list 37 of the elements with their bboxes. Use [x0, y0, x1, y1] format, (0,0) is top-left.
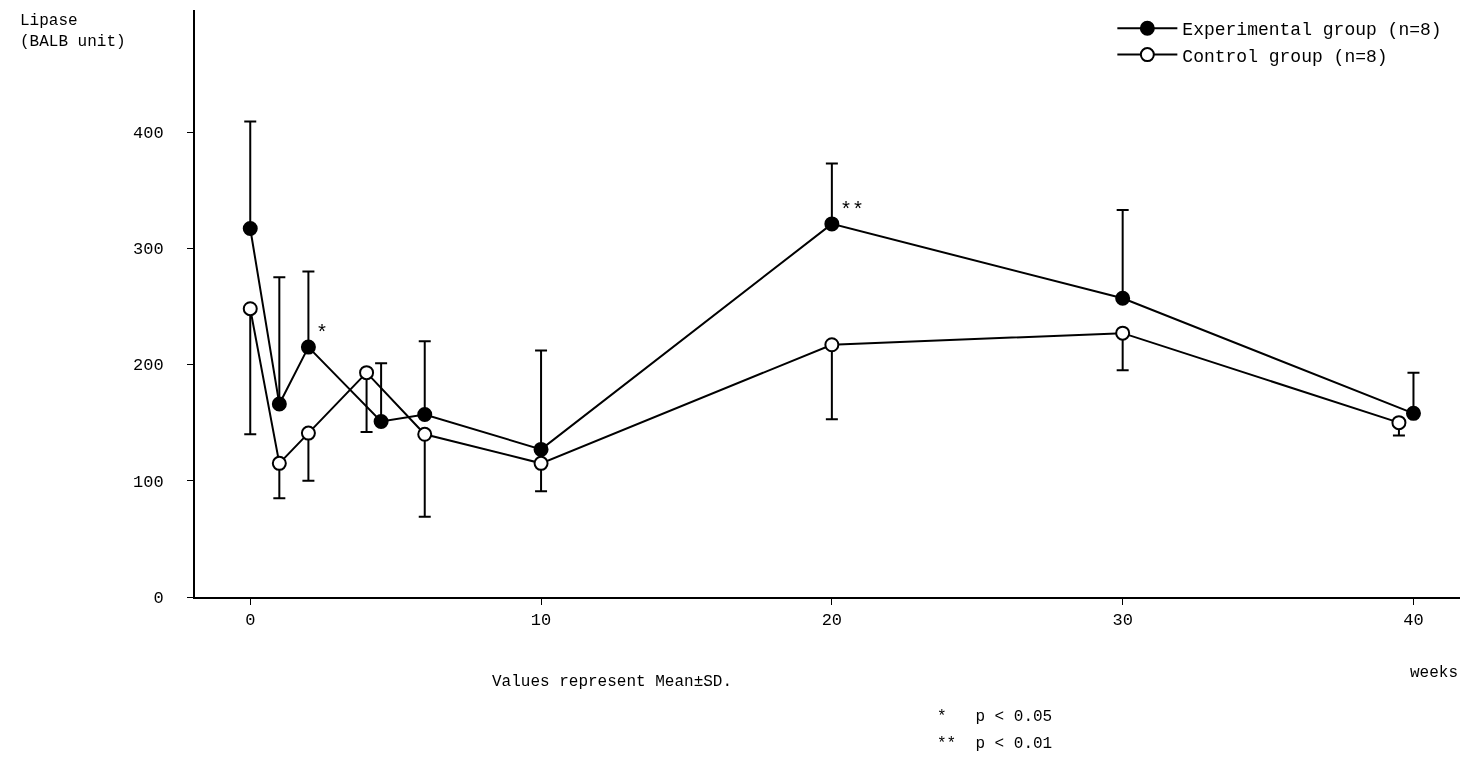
- point: [1115, 325, 1131, 341]
- point: [242, 221, 258, 237]
- x-tick-label: 0: [245, 611, 256, 631]
- legend-label: Experimental group (n=8): [1182, 20, 1442, 41]
- point: [359, 365, 375, 381]
- point: [271, 455, 287, 471]
- point: [300, 339, 316, 355]
- point: [373, 413, 389, 429]
- point: [824, 337, 840, 353]
- annotation: *: [316, 322, 329, 345]
- point: [242, 301, 258, 317]
- text: Values represent Mean±SD.: [492, 673, 733, 691]
- point: [1391, 415, 1407, 431]
- legend-label: Control group (n=8): [1182, 46, 1388, 67]
- x-tick-label: 40: [1403, 611, 1424, 631]
- text: ** p < 0.01: [937, 735, 1053, 753]
- point: [1115, 290, 1131, 306]
- point: [271, 396, 287, 412]
- x-axis-title: weeks: [1410, 664, 1459, 682]
- point: [533, 441, 549, 457]
- y-tick-label: 0: [153, 588, 164, 608]
- y-tick-label: 100: [132, 472, 164, 492]
- point: [417, 426, 433, 442]
- y-tick-label: 200: [132, 356, 164, 376]
- x-tick-label: 30: [1112, 611, 1133, 631]
- x-tick-label: 20: [821, 611, 843, 631]
- point: [533, 455, 549, 471]
- y-axis-title: Lipase (BALB unit): [20, 12, 126, 51]
- point: [824, 216, 840, 232]
- y-tick-label: 300: [132, 240, 164, 260]
- y-tick-label: 400: [132, 124, 164, 143]
- point: [1405, 405, 1421, 421]
- annotation: **: [840, 199, 865, 222]
- point: [300, 425, 316, 441]
- text: * p < 0.05: [937, 708, 1053, 726]
- point: [417, 407, 433, 422]
- x-tick-label: 10: [530, 611, 552, 631]
